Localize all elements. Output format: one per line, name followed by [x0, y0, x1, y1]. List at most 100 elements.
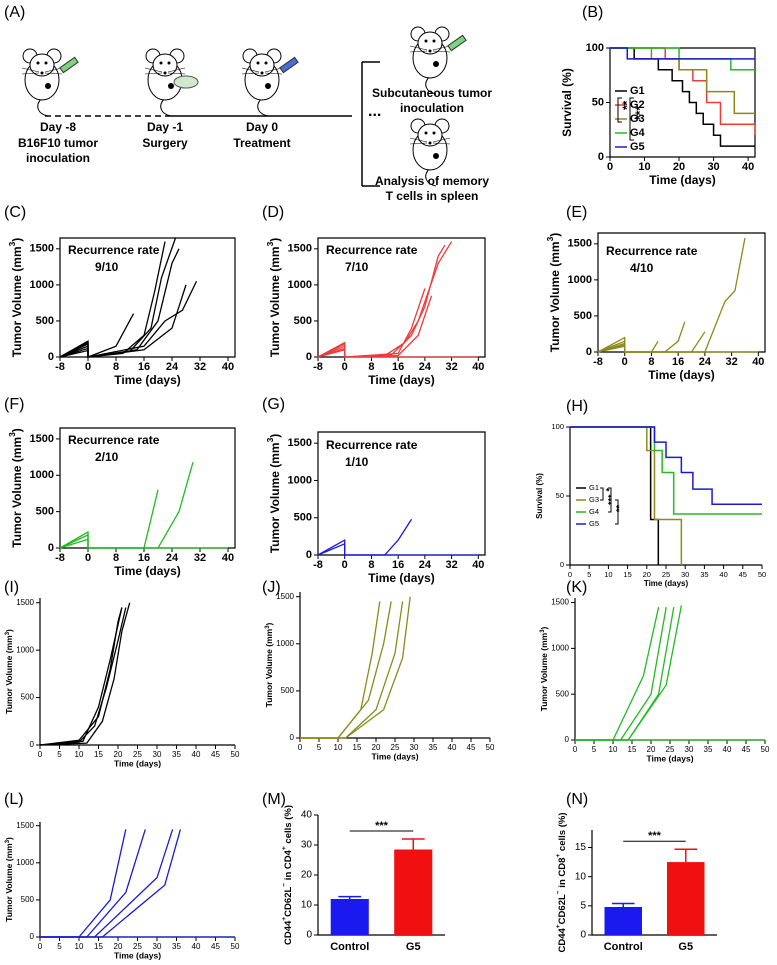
x-axis-label: Time (days)	[114, 950, 161, 960]
x-tick-label: 20	[673, 161, 685, 173]
x-tick-label: 16	[392, 361, 404, 373]
x-tick-label: 45	[211, 750, 220, 759]
y-tick-label: 500	[281, 686, 295, 695]
x-tick-label: 24	[166, 552, 179, 564]
axis	[317, 237, 486, 358]
step-label: inoculation	[26, 151, 90, 165]
x-tick-label: 45	[742, 745, 751, 754]
series-line	[40, 829, 174, 938]
x-tick-label: 35	[700, 570, 708, 579]
x-tick-label: 25	[133, 750, 142, 759]
series-line	[570, 426, 762, 506]
x-tick-label: 16	[672, 356, 684, 368]
label-text: cells (%)	[283, 805, 294, 846]
series-line	[40, 829, 127, 938]
annotation: Recurrence rate	[326, 243, 418, 257]
label-text: Tumor Volume (mm	[268, 246, 282, 357]
y-tick-label: 1000	[568, 274, 592, 286]
x-tick-label: 0	[342, 361, 348, 373]
y-tick-label: 500	[36, 315, 54, 327]
x-tick-label: Control	[604, 941, 643, 953]
y-tick-label: 1500	[16, 821, 34, 830]
series-line	[40, 829, 182, 938]
label-text: Survival (%)	[535, 473, 544, 519]
series-line	[317, 241, 453, 358]
y-tick-label: 1500	[288, 243, 312, 255]
y-tick-label: 1000	[276, 639, 294, 648]
x-tick-label: 16	[138, 361, 150, 373]
axis	[597, 232, 766, 353]
series-line	[610, 47, 755, 60]
step-label: B16F10 tumor	[18, 136, 98, 150]
x-axis-label: Time (days)	[644, 579, 689, 588]
series-line	[59, 248, 180, 358]
y-tick-label: 1500	[568, 238, 592, 250]
superscript: 3	[265, 437, 275, 442]
y-axis-label: CD44+CD62L− in CD4+ cells (%)	[281, 805, 293, 945]
branch-label: inoculation	[400, 101, 464, 115]
axis	[39, 598, 235, 746]
syringe	[59, 56, 79, 74]
x-tick-label: 20	[643, 570, 651, 579]
x-tick-label: 40	[448, 743, 457, 752]
y-tick-label: 1500	[288, 437, 312, 449]
error-bar	[612, 902, 635, 907]
y-tick-label: 1000	[30, 279, 54, 291]
panel-label: (N)	[566, 791, 588, 808]
series-line	[597, 345, 759, 353]
x-tick-label: 50	[231, 750, 240, 759]
series-line	[317, 288, 426, 358]
label-text: Tumor Volume (mm	[4, 843, 14, 922]
x-tick-label: 5	[57, 942, 62, 951]
bar	[394, 849, 433, 935]
step-day: Day -8	[40, 120, 76, 134]
label-text: Tumor Volume (mm	[10, 246, 24, 357]
x-tick-label: 32	[194, 552, 206, 564]
superscript: 3	[7, 241, 17, 246]
panel-label: (L)	[4, 791, 24, 808]
x-tick-label: 35	[172, 750, 181, 759]
legend-label: G5	[589, 519, 599, 528]
significance-bracket	[617, 97, 634, 141]
label-text: )	[10, 428, 24, 432]
legend-label: G3	[630, 113, 645, 125]
y-tick-label: 10	[575, 871, 587, 882]
annotation: 2/10	[95, 450, 119, 464]
label-text: cells (%)	[557, 813, 568, 854]
y-tick-label: 1000	[30, 469, 54, 481]
x-tick-label: 30	[153, 750, 162, 759]
y-tick-label: 20	[301, 870, 313, 881]
annotation: 9/10	[95, 260, 119, 274]
x-tick-label: 15	[353, 743, 362, 752]
x-tick-label: 40	[192, 750, 201, 759]
x-tick-label: 0	[573, 745, 578, 754]
label-text: Tumor Volume (mm	[10, 437, 24, 548]
series-line	[39, 607, 123, 746]
legend-label: G4	[589, 507, 599, 516]
x-tick-label: 8	[648, 356, 654, 368]
annotation: Recurrence rate	[326, 438, 418, 452]
x-tick-label: 35	[429, 743, 438, 752]
y-tick-label: 50	[592, 96, 604, 108]
label-text: )	[268, 238, 282, 242]
x-tick-label: 0	[38, 750, 43, 759]
x-tick-label: 16	[138, 552, 150, 564]
y-tick-label: 500	[21, 895, 35, 904]
series-line	[300, 596, 411, 739]
x-tick-label: 0	[85, 552, 91, 564]
y-tick-label: 1000	[551, 643, 569, 652]
panel-label: (G)	[262, 396, 285, 413]
y-tick-label: 0	[586, 346, 592, 358]
superscript: +	[281, 917, 288, 921]
series-line	[59, 462, 194, 549]
y-tick-label: 40	[301, 810, 313, 821]
x-tick-label: 8	[368, 559, 374, 571]
axis	[317, 431, 486, 556]
x-tick-label: 40	[222, 552, 234, 564]
label-text: )	[264, 622, 274, 625]
label-text: Survival (%)	[560, 68, 574, 137]
bar	[604, 907, 642, 935]
y-tick-label: 1500	[551, 598, 569, 607]
annotation: 1/10	[345, 455, 369, 469]
x-tick-label: 45	[467, 743, 476, 752]
